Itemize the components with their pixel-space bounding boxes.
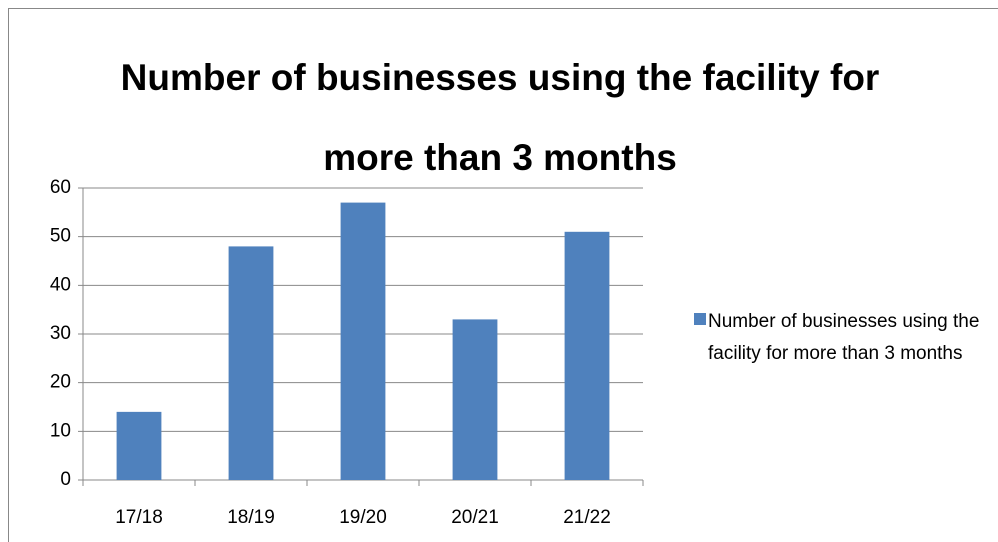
chart-title: Number of businesses using the facility … bbox=[120, 57, 880, 178]
chart-border bbox=[8, 8, 998, 542]
y-tick-label: 30 bbox=[50, 323, 71, 344]
legend-swatch bbox=[694, 313, 706, 325]
bar bbox=[228, 246, 274, 480]
bar bbox=[564, 231, 610, 480]
y-tick-label: 40 bbox=[50, 274, 71, 295]
x-tick-label: 17/18 bbox=[115, 507, 163, 528]
y-tick-label: 10 bbox=[50, 420, 71, 441]
legend-label: Number of businesses using the facility … bbox=[708, 311, 980, 364]
bar bbox=[116, 411, 162, 480]
bar bbox=[452, 319, 498, 480]
bar bbox=[340, 202, 386, 480]
x-tick-label: 20/21 bbox=[451, 507, 499, 528]
y-tick-label: 60 bbox=[50, 177, 71, 198]
y-tick-label: 0 bbox=[60, 469, 71, 490]
x-tick-label: 19/20 bbox=[339, 507, 387, 528]
x-tick-label: 18/19 bbox=[227, 507, 275, 528]
y-tick-label: 50 bbox=[50, 226, 71, 247]
y-tick-label: 20 bbox=[50, 372, 71, 393]
x-tick-label: 21/22 bbox=[563, 507, 611, 528]
